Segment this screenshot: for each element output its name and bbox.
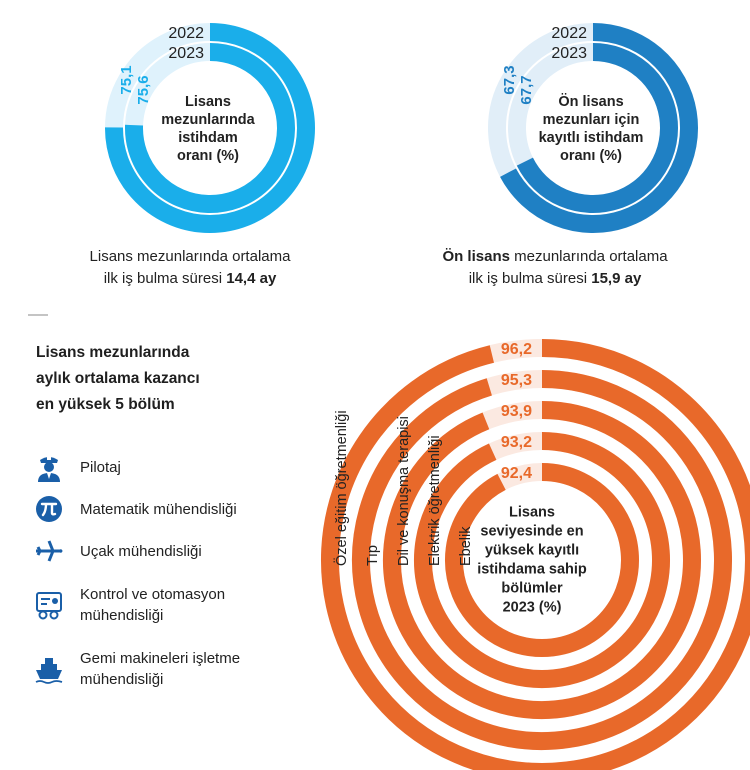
donut-value-label: 67,3: [501, 65, 518, 94]
radial-center-text: Lisans: [509, 505, 555, 521]
radial-bar: [321, 339, 750, 770]
radial-value-label: 95,3: [501, 372, 532, 389]
dept-label: Gemi makineleri işletme mühendisliği: [80, 650, 241, 688]
summary-onlisans-rest: mezunlarında ortalama: [509, 248, 668, 265]
radial-center-text: 2023 (%): [503, 600, 562, 616]
summary-lisans-value: 14,4 ay: [226, 270, 277, 287]
donut-chart-lisans: 2022 75,1 2023 75,6 Lisans mezunlarında istihd…: [104, 23, 315, 233]
radial-value-label: 93,9: [501, 403, 532, 420]
dept-item-ucak: Uçak mühendisliği: [34, 536, 202, 566]
dept-item-kontrol: Kontrol ve otomasyon mühendisliği: [34, 584, 280, 626]
radial-center-text: seviyesinde en: [480, 524, 583, 540]
donut-center-text: mezunları için: [543, 112, 640, 128]
donut-center-text: mezunlarında: [161, 112, 255, 128]
airplane-icon: [34, 536, 64, 566]
radial-category-label: Dil ve konuşma terapisi: [396, 416, 412, 566]
radial-category-label: Ebelik: [458, 526, 474, 566]
top5-title-line: aylık ortalama kazancı: [36, 370, 200, 387]
summary-onlisans-bold: Ön lisans: [442, 248, 510, 265]
radial-center-text: istihdama sahip: [477, 562, 587, 578]
summary-lisans-line1: Lisans mezunlarında ortalama: [89, 248, 291, 265]
dept-item-pilotaj: Pilotaj: [34, 452, 121, 482]
section-divider: [28, 314, 48, 316]
donut-center-text: Lisans: [185, 94, 231, 110]
radial-bar-chart: 96,2 Özel eğitim öğretmenliği 95,3 Tıp 93,9 D…: [321, 339, 750, 770]
donut-arc-2022: [500, 23, 698, 233]
dept-label: Matematik mühendisliği: [80, 500, 237, 518]
donut-year-label: 2022: [551, 25, 587, 42]
pilot-icon: [34, 452, 64, 482]
donut-center-text: istihdam: [178, 130, 238, 146]
radial-bar: [445, 463, 639, 657]
summary-onlisans-prefix: ilk iş bulma süresi: [468, 270, 592, 287]
dept-label: Pilotaj: [80, 458, 121, 476]
donut-value-label: 67,7: [518, 75, 535, 104]
top5-title-line: en yüksek 5 bölüm: [36, 396, 175, 413]
donut-center-text: oranı (%): [560, 148, 622, 164]
radial-bar: [383, 401, 701, 719]
summary-onlisans-value: 15,9 ay: [591, 270, 642, 287]
donut-center-text: Ön lisans: [558, 93, 623, 110]
radial-category-label: Tıp: [365, 545, 381, 566]
summary-lisans: Lisans mezunlarında ortalama ilk iş bulm…: [40, 246, 340, 290]
radial-center-text: bölümler: [501, 581, 563, 597]
radial-category-label: Özel eğitim öğretmenliği: [332, 410, 350, 566]
donut-arc-2023: [516, 43, 678, 213]
donut-year-label: 2022: [168, 25, 204, 42]
donut-value-label: 75,1: [118, 65, 135, 94]
donut-center-text: oranı (%): [177, 148, 239, 164]
ship-icon: [34, 654, 64, 684]
radial-center-text: yüksek kayıtlı: [485, 543, 579, 559]
top5-title-line: Lisans mezunlarında: [36, 344, 190, 361]
radial-bar: [414, 432, 670, 688]
summary-lisans-prefix: ilk iş bulma süresi: [103, 270, 227, 287]
radial-category-label: Elektrik öğretmenliği: [427, 435, 443, 566]
dept-label: Kontrol ve otomasyon mühendisliği: [80, 586, 226, 624]
radial-bar: [352, 370, 732, 750]
top5-title: Lisans mezunlarında aylık ortalama kazan…: [36, 340, 200, 418]
donut-arc-2023: [125, 43, 295, 213]
dept-label: Uçak mühendisliği: [80, 542, 202, 560]
summary-onlisans: Ön lisans mezunlarında ortalama ilk iş b…: [400, 246, 710, 290]
dept-item-matematik: Matematik mühendisliği: [34, 494, 237, 524]
donut-value-label: 75,6: [135, 75, 152, 104]
pi-icon: [34, 494, 64, 524]
control-panel-icon: [34, 590, 64, 620]
donut-year-label: 2023: [168, 45, 204, 62]
donut-chart-onlisans: 2022 67,3 2023 67,7 Ön lisans mezunları için k…: [488, 23, 698, 233]
radial-value-label: 96,2: [501, 341, 532, 358]
radial-value-label: 93,2: [501, 434, 532, 451]
donut-year-label: 2023: [551, 45, 587, 62]
donut-arc-2022: [104, 23, 315, 233]
radial-value-label: 92,4: [501, 465, 532, 482]
dept-item-gemi: Gemi makineleri işletme mühendisliği: [34, 648, 280, 690]
donut-center-text: kayıtlı istihdam: [539, 130, 644, 146]
